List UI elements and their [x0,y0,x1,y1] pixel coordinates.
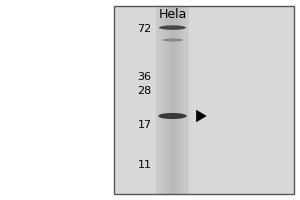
Bar [181,6,182,194]
Bar [156,6,158,194]
Bar [184,6,186,194]
Text: Hela: Hela [158,8,187,21]
Bar [176,6,178,194]
Bar [169,6,171,194]
Bar [159,6,161,194]
Ellipse shape [162,39,183,41]
Ellipse shape [165,39,180,41]
Text: 17: 17 [137,120,152,130]
Bar [168,6,169,194]
Ellipse shape [159,25,186,30]
Bar [188,6,189,194]
Bar [172,6,174,194]
Ellipse shape [163,114,182,118]
Bar [179,6,181,194]
Text: 11: 11 [137,160,152,170]
Polygon shape [196,110,206,122]
Bar [178,6,179,194]
Bar [174,6,176,194]
Bar [156,6,189,194]
Text: 72: 72 [137,24,152,34]
Ellipse shape [167,27,178,28]
Bar [182,6,184,194]
Text: 36: 36 [137,72,152,82]
Bar [171,6,172,194]
Bar [163,6,164,194]
Bar [161,6,163,194]
Text: 28: 28 [137,86,152,96]
Ellipse shape [167,115,178,117]
Bar [114,6,294,194]
Bar [166,6,167,194]
Bar [0,0,114,200]
Bar [164,6,166,194]
Bar [158,6,159,194]
Ellipse shape [163,26,182,29]
Ellipse shape [158,113,187,119]
Ellipse shape [168,39,177,41]
Bar [186,6,187,194]
